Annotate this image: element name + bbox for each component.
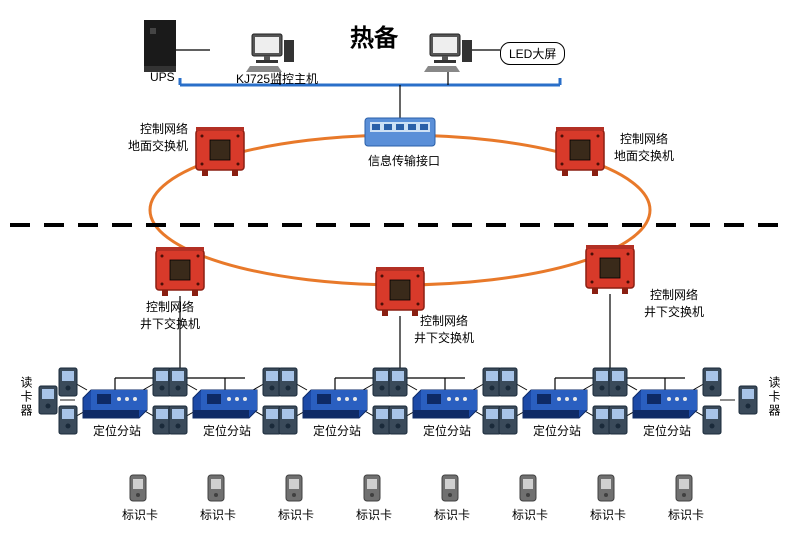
reader-left-label: 读卡器 xyxy=(18,376,35,418)
tag-7 xyxy=(598,475,614,501)
substation-label-1: 定位分站 xyxy=(93,422,141,439)
underground-switch-right xyxy=(586,245,634,294)
substation-5 xyxy=(523,390,587,418)
tag-6 xyxy=(520,475,536,501)
host-pc xyxy=(246,34,294,72)
tag-label-4: 标识卡 xyxy=(356,506,392,523)
reader-far-left xyxy=(39,386,57,414)
substation-label-3: 定位分站 xyxy=(313,422,361,439)
substation-label-5: 定位分站 xyxy=(533,422,581,439)
tag-2 xyxy=(208,475,224,501)
substation-label-2: 定位分站 xyxy=(203,422,251,439)
tag-label-3: 标识卡 xyxy=(278,506,314,523)
tag-label-7: 标识卡 xyxy=(590,506,626,523)
substation-4 xyxy=(413,390,477,418)
substation-1 xyxy=(83,390,147,418)
surface-switch-right xyxy=(556,127,604,176)
readers-cluster xyxy=(59,368,721,434)
tag-5 xyxy=(442,475,458,501)
surface-switch-l-label: 控制网络 地面交换机 xyxy=(128,120,188,154)
substation-label-4: 定位分站 xyxy=(423,422,471,439)
substation-3 xyxy=(303,390,367,418)
diagram-canvas xyxy=(0,0,800,536)
host-label: KJ725监控主机 xyxy=(236,70,318,87)
tag-label-2: 标识卡 xyxy=(200,506,236,523)
led-screen-box: LED大屏 xyxy=(500,42,565,65)
tag-label-5: 标识卡 xyxy=(434,506,470,523)
surface-switch-left xyxy=(196,127,244,176)
info-interface-switch xyxy=(365,118,435,146)
tag-label-6: 标识卡 xyxy=(512,506,548,523)
tag-1 xyxy=(130,475,146,501)
surface-switch-r-label: 控制网络 地面交换机 xyxy=(614,130,674,164)
tag-label-8: 标识卡 xyxy=(668,506,704,523)
backup-pc xyxy=(424,34,472,72)
under-switch-r-label: 控制网络 井下交换机 xyxy=(644,286,704,320)
tag-8 xyxy=(676,475,692,501)
substation-2 xyxy=(193,390,257,418)
underground-switch-left xyxy=(156,247,204,296)
substation-6 xyxy=(633,390,697,418)
ups-label: UPS xyxy=(150,70,175,84)
under-switch-l-label: 控制网络 井下交换机 xyxy=(140,298,200,332)
under-switch-m-label: 控制网络 井下交换机 xyxy=(414,312,474,346)
tag-3 xyxy=(286,475,302,501)
diagram-title: 热备 xyxy=(350,18,398,53)
info-interface-label: 信息传输接口 xyxy=(368,152,440,169)
reader-far-right xyxy=(739,386,757,414)
tag-label-1: 标识卡 xyxy=(122,506,158,523)
tag-4 xyxy=(364,475,380,501)
substation-label-6: 定位分站 xyxy=(643,422,691,439)
underground-switch-mid xyxy=(376,267,424,316)
ups-device xyxy=(144,20,176,72)
reader-right-label: 读卡器 xyxy=(766,376,783,418)
